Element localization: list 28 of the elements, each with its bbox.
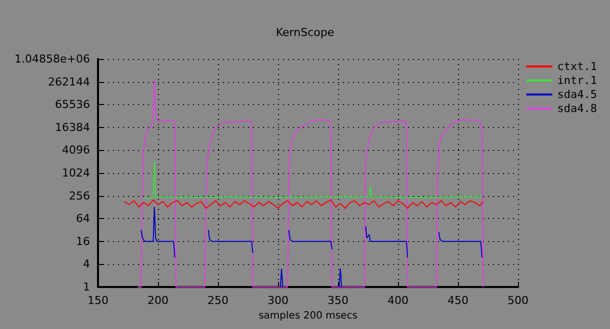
legend-label: ctxt.1	[557, 60, 598, 73]
y-tick-label: 262144	[48, 75, 90, 88]
y-tick-label: 16	[76, 234, 90, 248]
legend-label: sda4.5	[557, 88, 598, 101]
line-series	[142, 161, 482, 199]
x-tick-label: 500	[508, 294, 528, 307]
x-tick-label: 200	[148, 294, 168, 307]
x-tick-label: 150	[88, 294, 108, 307]
line-series	[137, 79, 484, 288]
x-tick-label: 300	[268, 294, 288, 307]
x-axis-title: samples 200 msecs	[258, 310, 358, 322]
x-tick-label: 250	[208, 294, 228, 307]
chart-title: KernScope	[276, 26, 334, 39]
y-tick-label: 1	[83, 280, 90, 294]
y-tick-label: 1024	[62, 166, 90, 180]
y-tick-label: 64	[76, 212, 90, 226]
y-tick-label: 256	[69, 189, 90, 202]
x-tick-label: 350	[328, 294, 348, 307]
y-tick-label: 4096	[62, 144, 90, 157]
y-tick-label: 16384	[55, 120, 90, 134]
y-tick-label: 1.04858e+06	[14, 52, 90, 66]
y-tick-label: 4	[83, 258, 90, 271]
y-tick-label: 65536	[55, 98, 90, 112]
x-tick-label: 400	[388, 294, 408, 307]
line-series	[124, 199, 484, 209]
legend-label: intr.1	[557, 74, 598, 87]
x-tick-label: 450	[448, 294, 468, 307]
legend-label: sda4.8	[557, 102, 598, 115]
